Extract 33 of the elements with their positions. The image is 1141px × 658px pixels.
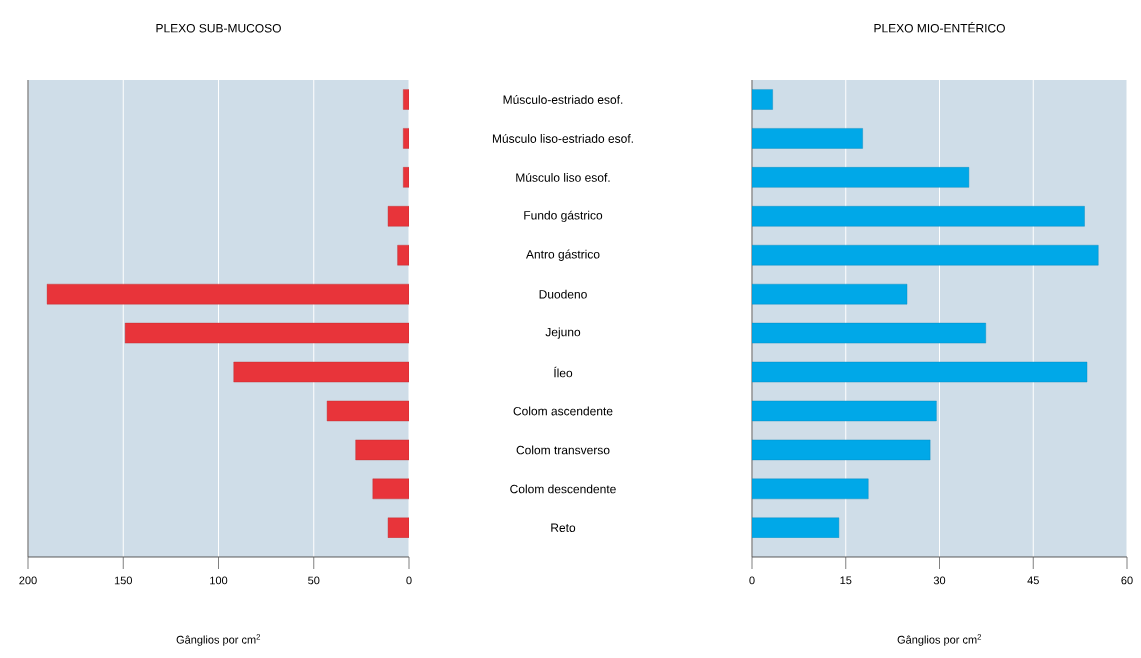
chart-title: PLEXO MIO-ENTÉRICO (874, 21, 1005, 33)
x-tick-label: 45 (1027, 576, 1039, 585)
y-tick-label: Fundo gástrico (524, 210, 603, 222)
x-tick-label: 15 (840, 576, 852, 585)
bar (752, 206, 1085, 227)
y-tick-label: Músculo-estriado esof. (503, 95, 623, 104)
y-tick-label: Antro gástrico (526, 249, 600, 261)
x-tick-label: 60 (1121, 576, 1133, 585)
y-tick-label: Músculo liso-estriado esof. (492, 133, 633, 143)
bar (752, 167, 970, 188)
y-tick-label: Colom descendente (510, 484, 616, 494)
x-tick-label: 0 (749, 576, 755, 585)
y-tick-label: Jejuno (545, 327, 581, 339)
x-tick-label: 100 (210, 576, 228, 585)
x-tick-label: 150 (114, 576, 132, 585)
x-axis-title: Gânglios por cm$^{2}$ (897, 634, 982, 646)
x-tick-label: 200 (19, 576, 37, 585)
bar (752, 517, 840, 538)
bar (752, 128, 863, 149)
x-tick-label: 0 (406, 576, 412, 585)
y-tick-label: Duodeno (539, 289, 587, 299)
x-axis-title: Gânglios por cm$^{2}$ (176, 634, 261, 646)
y-tick-label: Músculo liso esof. (516, 172, 610, 182)
x-tick-label: 50 (308, 576, 320, 585)
bar (752, 283, 908, 305)
x-tick-label: 30 (933, 576, 946, 585)
y-tick-label: Íleo (554, 366, 573, 378)
bar (752, 245, 1099, 266)
y-tick-label: Reto (551, 523, 576, 532)
bar (46, 283, 409, 305)
chart-title: PLEXO SUB-MUCOSO (156, 23, 281, 33)
y-tick-label: Colom transverso (516, 445, 610, 455)
y-tick-label: Colom ascendente (513, 406, 613, 416)
